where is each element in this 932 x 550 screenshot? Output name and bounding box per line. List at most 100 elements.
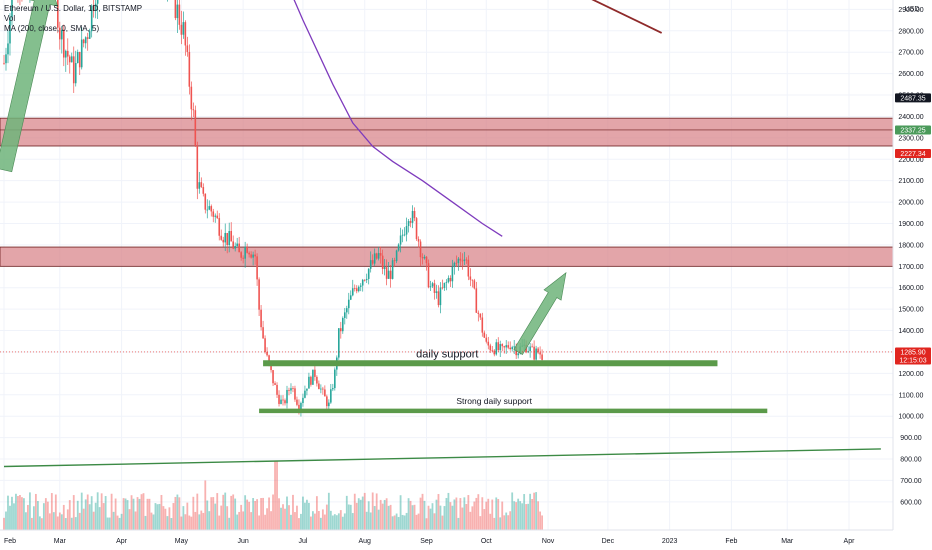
candle-body xyxy=(270,363,272,371)
volume-bar xyxy=(202,512,205,530)
volume-bar xyxy=(80,492,83,530)
volume-bar xyxy=(248,501,251,530)
candle-body xyxy=(417,239,420,242)
chart-legend: Ethereum / U.S. Dollar, 1D, BITSTAMP Vol… xyxy=(4,4,142,34)
candle-body xyxy=(216,215,219,219)
volume-bar xyxy=(391,516,394,530)
volume-bar xyxy=(218,515,221,530)
legend-ma: MA (200, close, 0, SMA, 5) xyxy=(4,24,100,33)
volume-bar xyxy=(46,501,49,530)
candle-body xyxy=(276,384,278,395)
volume-bar xyxy=(132,498,135,530)
volume-bar xyxy=(511,492,514,530)
volume-bar xyxy=(176,494,179,530)
price-badge-text: 2337.25 xyxy=(900,127,925,134)
volume-bar xyxy=(114,498,117,530)
candle-body xyxy=(461,260,464,262)
candle-body xyxy=(200,182,203,188)
candle-body xyxy=(403,234,406,236)
x-tick-label: Feb xyxy=(725,538,737,545)
candle-body xyxy=(74,63,77,84)
candle-body xyxy=(194,110,197,146)
volume-bar xyxy=(453,499,456,530)
candle-body xyxy=(497,342,500,351)
falling-trendline xyxy=(591,0,663,34)
candle-body xyxy=(66,50,69,57)
candle-body xyxy=(511,347,513,350)
candle-body xyxy=(365,278,368,281)
candle-body xyxy=(435,291,438,293)
volume-bar xyxy=(170,518,173,530)
price-badge xyxy=(895,125,931,135)
volume-bar xyxy=(184,514,187,530)
candle-body xyxy=(298,404,300,412)
candle-body xyxy=(377,253,380,259)
volume-bar xyxy=(264,514,266,530)
volume-bar xyxy=(138,498,141,530)
volume-bar xyxy=(443,506,446,530)
candle-body xyxy=(479,313,482,318)
candle-body xyxy=(451,266,454,282)
price-axis-background xyxy=(893,0,932,550)
volume-bar xyxy=(164,508,167,530)
candle-body xyxy=(505,345,508,348)
candle-body xyxy=(212,211,215,217)
candle-body xyxy=(266,352,268,356)
rising-trendline xyxy=(3,448,881,468)
volume-bar xyxy=(501,501,504,530)
volume-bar xyxy=(21,497,23,530)
candle-body xyxy=(72,56,75,84)
candle-body xyxy=(262,327,264,339)
candle-body xyxy=(371,260,374,264)
volume-bar xyxy=(206,500,209,530)
price-badge xyxy=(895,347,931,365)
volume-bar xyxy=(120,513,123,530)
volume-bar xyxy=(142,493,145,530)
candle-body xyxy=(441,287,444,289)
volume-bar xyxy=(451,505,454,530)
volume-bar xyxy=(226,506,229,530)
candle-body xyxy=(499,344,502,351)
volume-bar xyxy=(11,496,13,530)
candle-body xyxy=(236,243,238,246)
volume-bar xyxy=(491,499,494,530)
candle-body xyxy=(76,51,79,64)
volume-bar xyxy=(96,492,99,530)
volume-bar xyxy=(409,500,412,530)
volume-bar xyxy=(250,512,253,530)
volume-bar xyxy=(29,492,31,530)
volume-bar xyxy=(335,515,338,530)
volume-bar xyxy=(355,502,358,530)
volume-bar xyxy=(312,511,314,530)
volume-bar xyxy=(122,498,125,530)
candle-body xyxy=(306,388,308,391)
price-badge-text: 2227.34 xyxy=(900,151,925,158)
candle-body xyxy=(268,355,270,364)
y-tick-label: 2700.00 xyxy=(898,50,923,57)
candle-body xyxy=(459,258,462,261)
candle-body xyxy=(467,259,470,277)
candle-body xyxy=(513,346,515,348)
candle-body xyxy=(405,226,408,235)
candle-body xyxy=(88,31,91,39)
volume-bar xyxy=(124,498,127,530)
volume-bar xyxy=(541,515,543,530)
support-label: daily support xyxy=(416,348,478,360)
volume-bar xyxy=(154,503,157,530)
volume-bar xyxy=(222,494,225,530)
candle-body xyxy=(278,394,280,404)
volume-bar xyxy=(150,512,153,530)
volume-bar xyxy=(148,498,151,530)
volume-bar xyxy=(341,516,344,530)
candle-body xyxy=(174,0,177,19)
candle-body xyxy=(359,285,362,287)
volume-bar xyxy=(379,499,382,530)
volume-bar xyxy=(465,504,468,530)
y-tick-label: 1400.00 xyxy=(898,328,923,335)
resistance-zone-2 xyxy=(0,246,894,267)
volume-bar xyxy=(331,515,334,530)
candle-body xyxy=(316,376,318,384)
candle-body xyxy=(507,345,510,348)
candle-body xyxy=(489,345,492,351)
